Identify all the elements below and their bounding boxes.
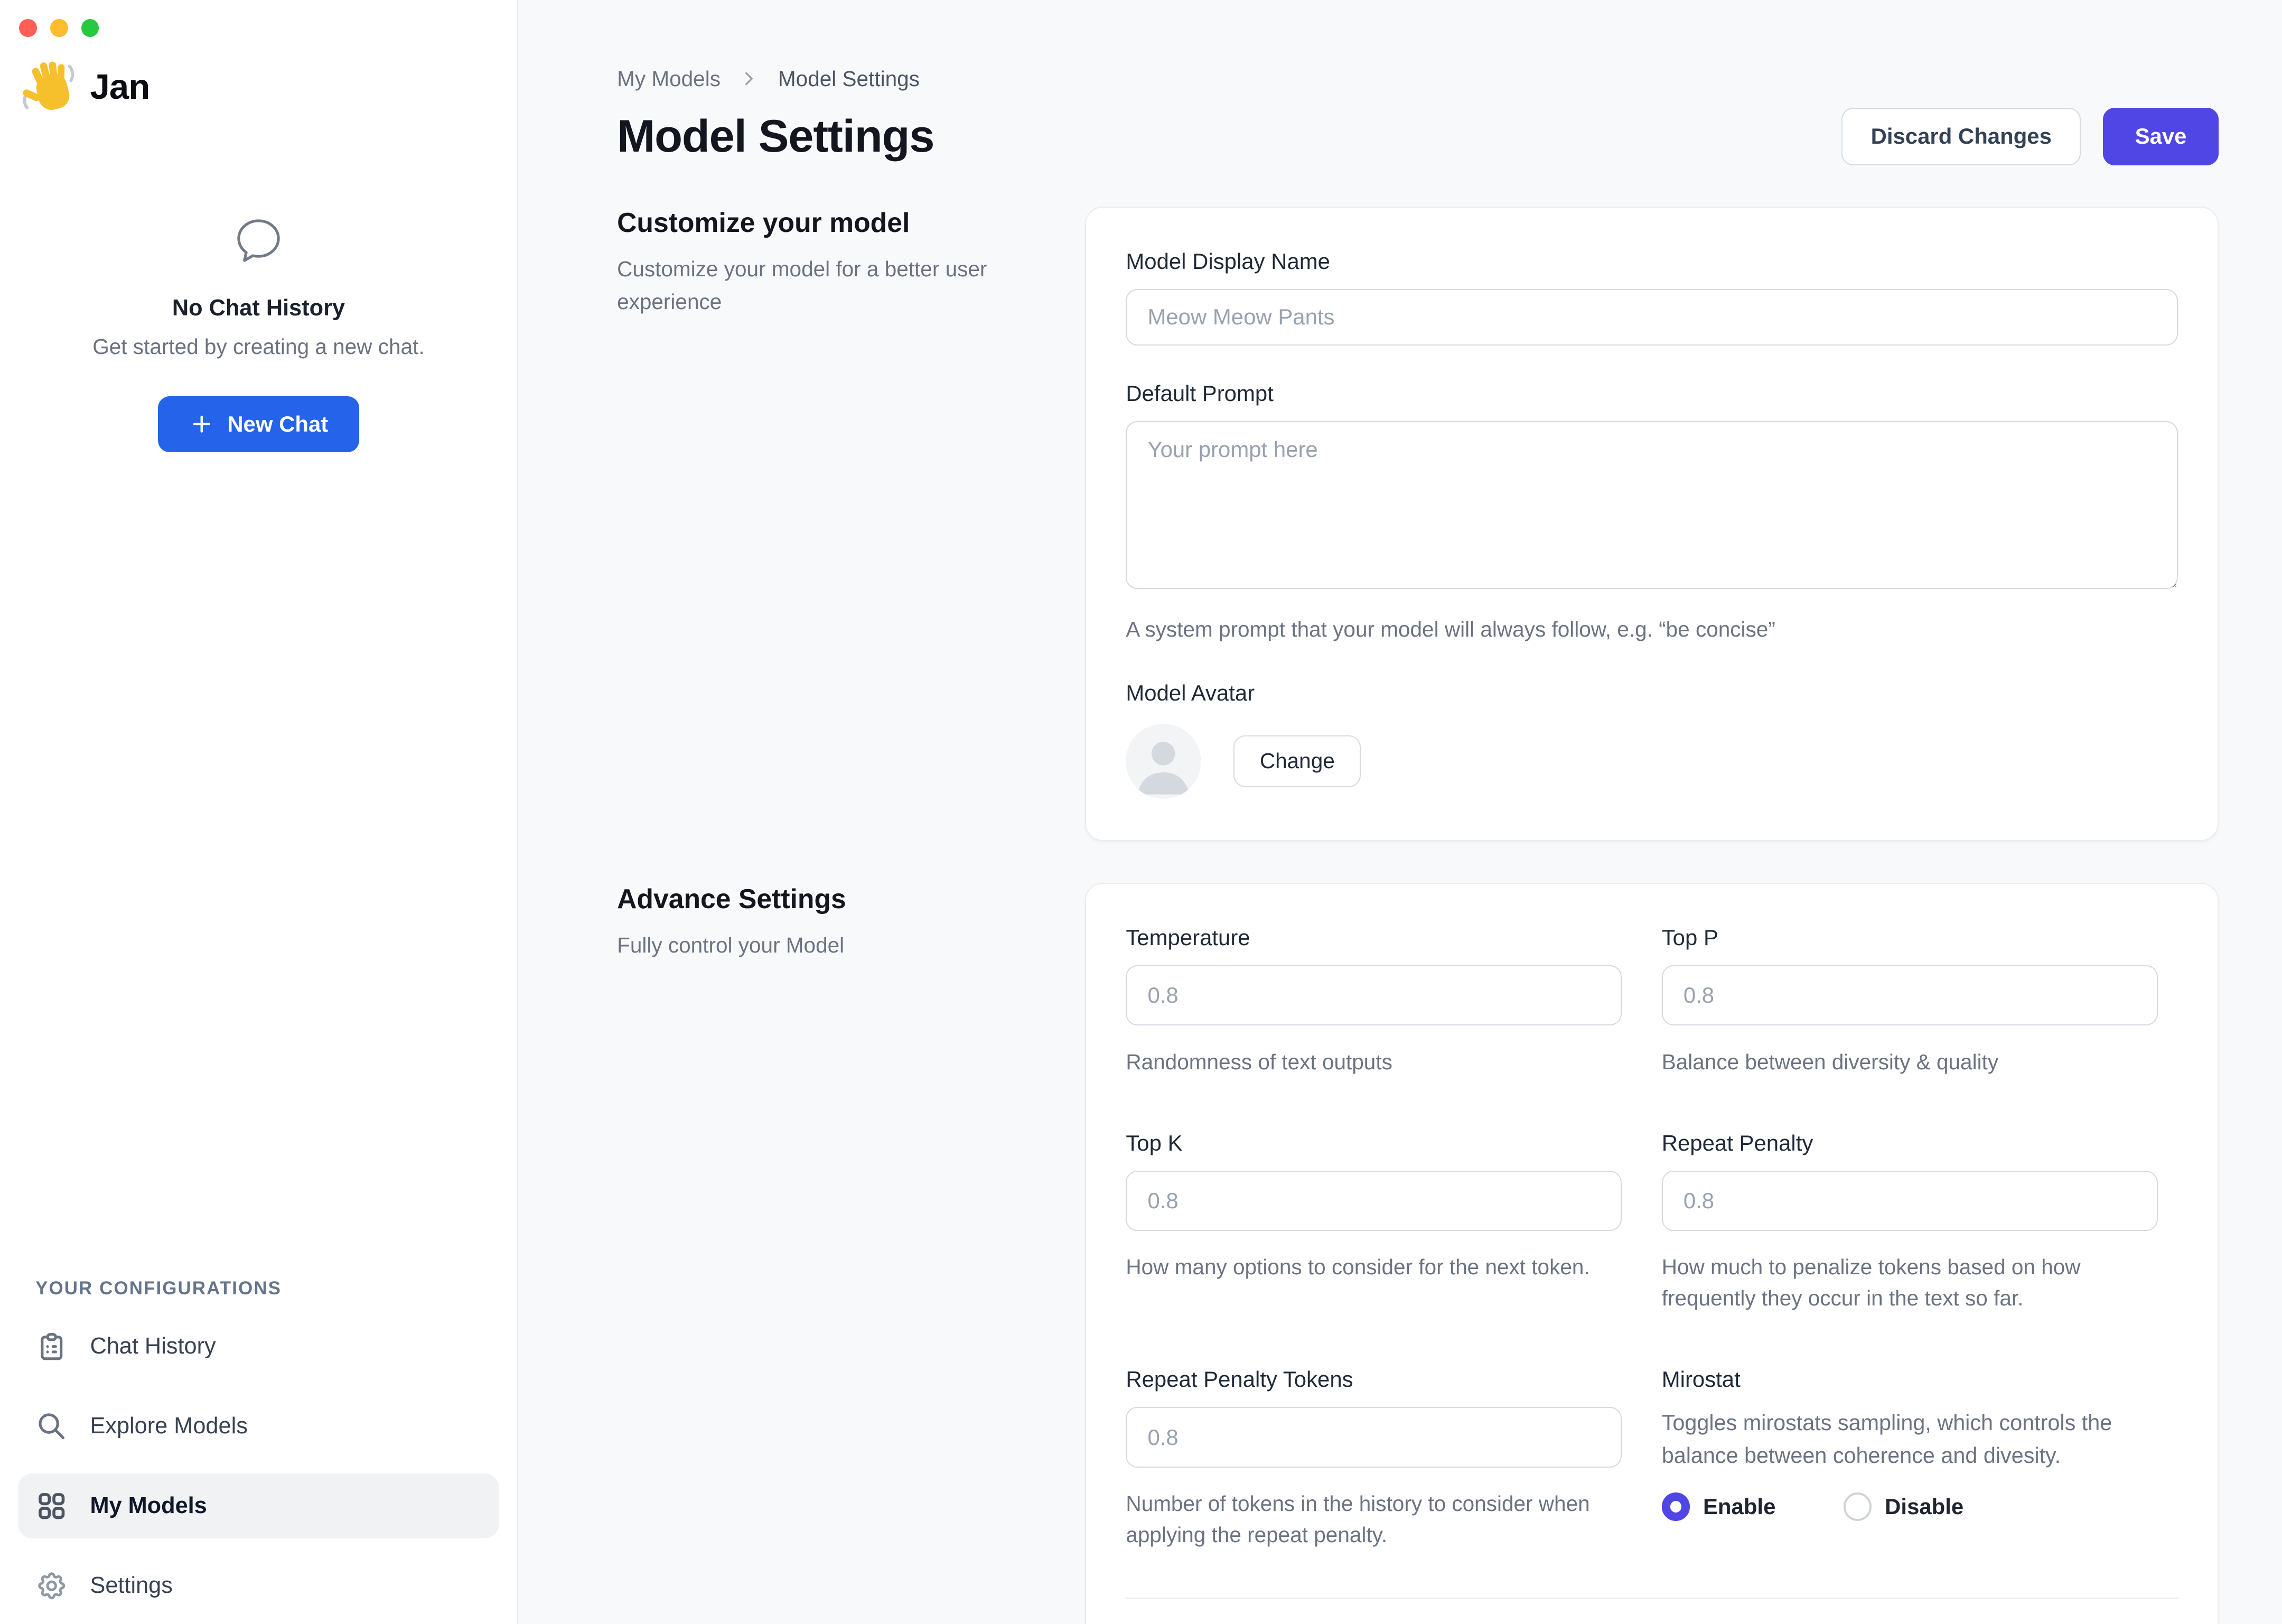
temperature-label: Temperature (1126, 925, 1250, 950)
mirostat-description: Toggles mirostats sampling, which contro… (1661, 1411, 2112, 1468)
repeat-penalty-field: Repeat Penalty How much to penalize toke… (1661, 1130, 2158, 1314)
sidebar-item-label: Explore Models (90, 1413, 248, 1439)
temperature-input[interactable] (1126, 965, 1622, 1026)
mirostat-field: Mirostat Toggles mirostats sampling, whi… (1661, 1367, 2158, 1550)
card-divider (1126, 1597, 2178, 1599)
chat-bubble-icon (233, 216, 284, 272)
sidebar-item-chat-history[interactable]: Chat History (18, 1314, 500, 1379)
mirostat-disable-label: Disable (1885, 1494, 1964, 1519)
model-display-name-input[interactable] (1126, 289, 2178, 346)
customize-heading: Customize your model (617, 207, 910, 238)
model-display-name-field: Model Display Name (1126, 249, 2178, 346)
new-chat-button[interactable]: New Chat (157, 396, 359, 452)
default-prompt-label: Default Prompt (1126, 380, 1274, 406)
sidebar-item-label: My Models (90, 1492, 207, 1518)
customize-section-info: Customize your model Customize your mode… (617, 207, 1085, 318)
person-icon (1126, 723, 1201, 799)
new-chat-label: New Chat (227, 411, 329, 436)
breadcrumb: My Models Model Settings (617, 67, 934, 91)
top-k-helper: How many options to consider for the nex… (1126, 1255, 1590, 1280)
temperature-field: Temperature Randomness of text outputs (1126, 925, 1622, 1077)
advanced-subheading: Fully control your Model (617, 932, 845, 957)
default-prompt-field: Default Prompt A system prompt that your… (1126, 380, 2178, 646)
repeat-penalty-tokens-input[interactable] (1126, 1407, 1622, 1468)
empty-state-title: No Chat History (172, 295, 345, 321)
configurations-section-label: YOUR CONFIGURATIONS (35, 1278, 282, 1299)
repeat-penalty-label: Repeat Penalty (1661, 1130, 1813, 1155)
advanced-section: Advance Settings Fully control your Mode… (617, 882, 2219, 1624)
top-k-input[interactable] (1126, 1170, 1622, 1231)
clipboard-icon (41, 1332, 63, 1360)
zoom-window-button[interactable] (81, 19, 99, 37)
radio-selected-icon[interactable] (1661, 1492, 1690, 1521)
advanced-card: Temperature Randomness of text outputs T… (1084, 882, 2219, 1624)
customize-card: Model Display Name Default Prompt A syst… (1084, 207, 2219, 842)
sidebar-item-my-models[interactable]: My Models (17, 1473, 500, 1538)
temperature-helper: Randomness of text outputs (1126, 1049, 1392, 1074)
chat-empty-state: No Chat History Get started by creating … (0, 216, 517, 452)
repeat-penalty-tokens-helper: Number of tokens in the history to consi… (1126, 1491, 1590, 1547)
top-k-label: Top K (1126, 1130, 1183, 1155)
gear-icon (38, 1572, 66, 1599)
plus-icon (193, 415, 210, 433)
page-title: Model Settings (617, 111, 934, 162)
sidebar: Jan No Chat History Get started by creat… (0, 0, 518, 1624)
sidebar-item-label: Settings (90, 1572, 173, 1598)
advanced-heading: Advance Settings (617, 883, 846, 914)
repeat-penalty-tokens-field: Repeat Penalty Tokens Number of tokens i… (1126, 1367, 1622, 1550)
top-p-input[interactable] (1661, 965, 2158, 1026)
mirostat-label: Mirostat (1661, 1367, 1741, 1392)
customize-subheading: Customize your model for a better user e… (617, 257, 987, 314)
top-p-label: Top P (1661, 925, 1718, 950)
change-avatar-button[interactable]: Change (1233, 735, 1361, 787)
page-header: My Models Model Settings Model Settings … (617, 0, 2219, 165)
brand: Jan (18, 56, 150, 118)
breadcrumb-model-settings: Model Settings (778, 66, 920, 91)
repeat-penalty-input[interactable] (1661, 1170, 2158, 1231)
save-button[interactable]: Save (2102, 107, 2219, 165)
sidebar-item-explore-models[interactable]: Explore Models (18, 1394, 500, 1459)
model-display-name-label: Model Display Name (1126, 249, 1330, 274)
minimize-window-button[interactable] (50, 19, 68, 37)
header-actions: Discard Changes Save (1841, 107, 2219, 165)
waving-hand-icon (22, 61, 74, 110)
sidebar-item-settings[interactable]: Settings (18, 1553, 500, 1618)
repeat-penalty-tokens-label: Repeat Penalty Tokens (1126, 1367, 1353, 1392)
configurations-nav: YOUR CONFIGURATIONS Chat History Explore… (17, 1278, 500, 1618)
mirostat-disable-option[interactable]: Disable (1843, 1492, 1964, 1521)
mirostat-enable-label: Enable (1703, 1494, 1776, 1519)
advanced-section-info: Advance Settings Fully control your Mode… (617, 883, 1085, 962)
top-p-field: Top P Balance between diversity & qualit… (1661, 925, 2158, 1077)
customize-section: Customize your model Customize your mode… (617, 207, 2219, 842)
chevron-right-icon (745, 72, 753, 86)
discard-changes-button[interactable]: Discard Changes (1841, 107, 2081, 165)
default-prompt-textarea[interactable] (1126, 421, 2178, 590)
app-name: Jan (90, 67, 150, 107)
model-avatar-field: Model Avatar Change (1126, 680, 2177, 799)
radio-unselected-icon[interactable] (1843, 1492, 1872, 1521)
empty-state-subtitle: Get started by creating a new chat. (92, 334, 425, 359)
breadcrumb-my-models[interactable]: My Models (617, 66, 721, 91)
window-controls (19, 19, 99, 37)
close-window-button[interactable] (19, 19, 37, 37)
mirostat-enable-option[interactable]: Enable (1661, 1492, 1776, 1521)
default-prompt-helper: A system prompt that your model will alw… (1126, 617, 1775, 642)
search-icon (39, 1413, 65, 1439)
top-p-helper: Balance between diversity & quality (1661, 1049, 1999, 1074)
sidebar-item-label: Chat History (90, 1333, 216, 1359)
model-avatar-label: Model Avatar (1126, 680, 1255, 706)
grid-icon (39, 1492, 65, 1519)
repeat-penalty-helper: How much to penalize tokens based on how… (1661, 1255, 2081, 1311)
main-content: My Models Model Settings Model Settings … (518, 0, 2282, 1624)
top-k-field: Top K How many options to consider for t… (1126, 1131, 1622, 1314)
avatar (1126, 723, 1201, 799)
mirostat-radio-group: Enable Disable (1661, 1492, 2158, 1521)
